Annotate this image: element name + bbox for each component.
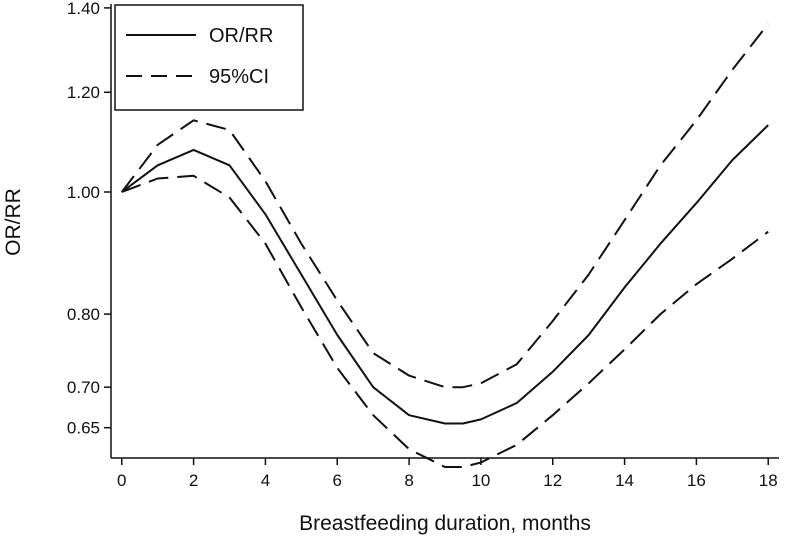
x-tick-label: 14: [615, 471, 634, 490]
y-axis-ticks: 0.65 0.70 0.80 1.00 1.20 1.40: [67, 0, 111, 438]
x-tick-label: 2: [189, 471, 198, 490]
y-axis-title: OR/RR: [2, 188, 25, 256]
x-tick-label: 16: [687, 471, 706, 490]
series-layer: [121, 23, 769, 468]
series-line-95ci-lower: [121, 174, 769, 468]
x-tick-label: 6: [333, 471, 342, 490]
series-line-or-rr: [121, 124, 769, 425]
x-tick-label: 12: [543, 471, 562, 490]
x-axis-ticks: 0 2 4 6 8 10 12 14 16 18: [117, 458, 778, 490]
legend: OR/RR 95%CI: [114, 4, 304, 111]
legend-label-95ci: 95%CI: [209, 66, 269, 88]
y-tick-label: 0.80: [67, 305, 100, 324]
series-line-95ci-upper: [121, 23, 769, 389]
x-tick-label: 8: [404, 471, 413, 490]
y-tick-label: 1.20: [67, 83, 100, 102]
y-tick-label: 1.00: [67, 183, 100, 202]
y-tick-label: 1.40: [67, 0, 100, 18]
y-tick-label: 0.65: [67, 419, 100, 438]
y-tick-label: 0.70: [67, 378, 100, 397]
x-tick-label: 18: [759, 471, 778, 490]
x-tick-label: 4: [261, 471, 270, 490]
plot-area: [110, 4, 779, 459]
x-tick-label: 0: [117, 471, 126, 490]
x-tick-label: 10: [471, 471, 490, 490]
legend-box: [114, 4, 304, 111]
x-axis-title: Breastfeeding duration, months: [299, 512, 591, 535]
legend-label-or-rr: OR/RR: [209, 25, 273, 47]
